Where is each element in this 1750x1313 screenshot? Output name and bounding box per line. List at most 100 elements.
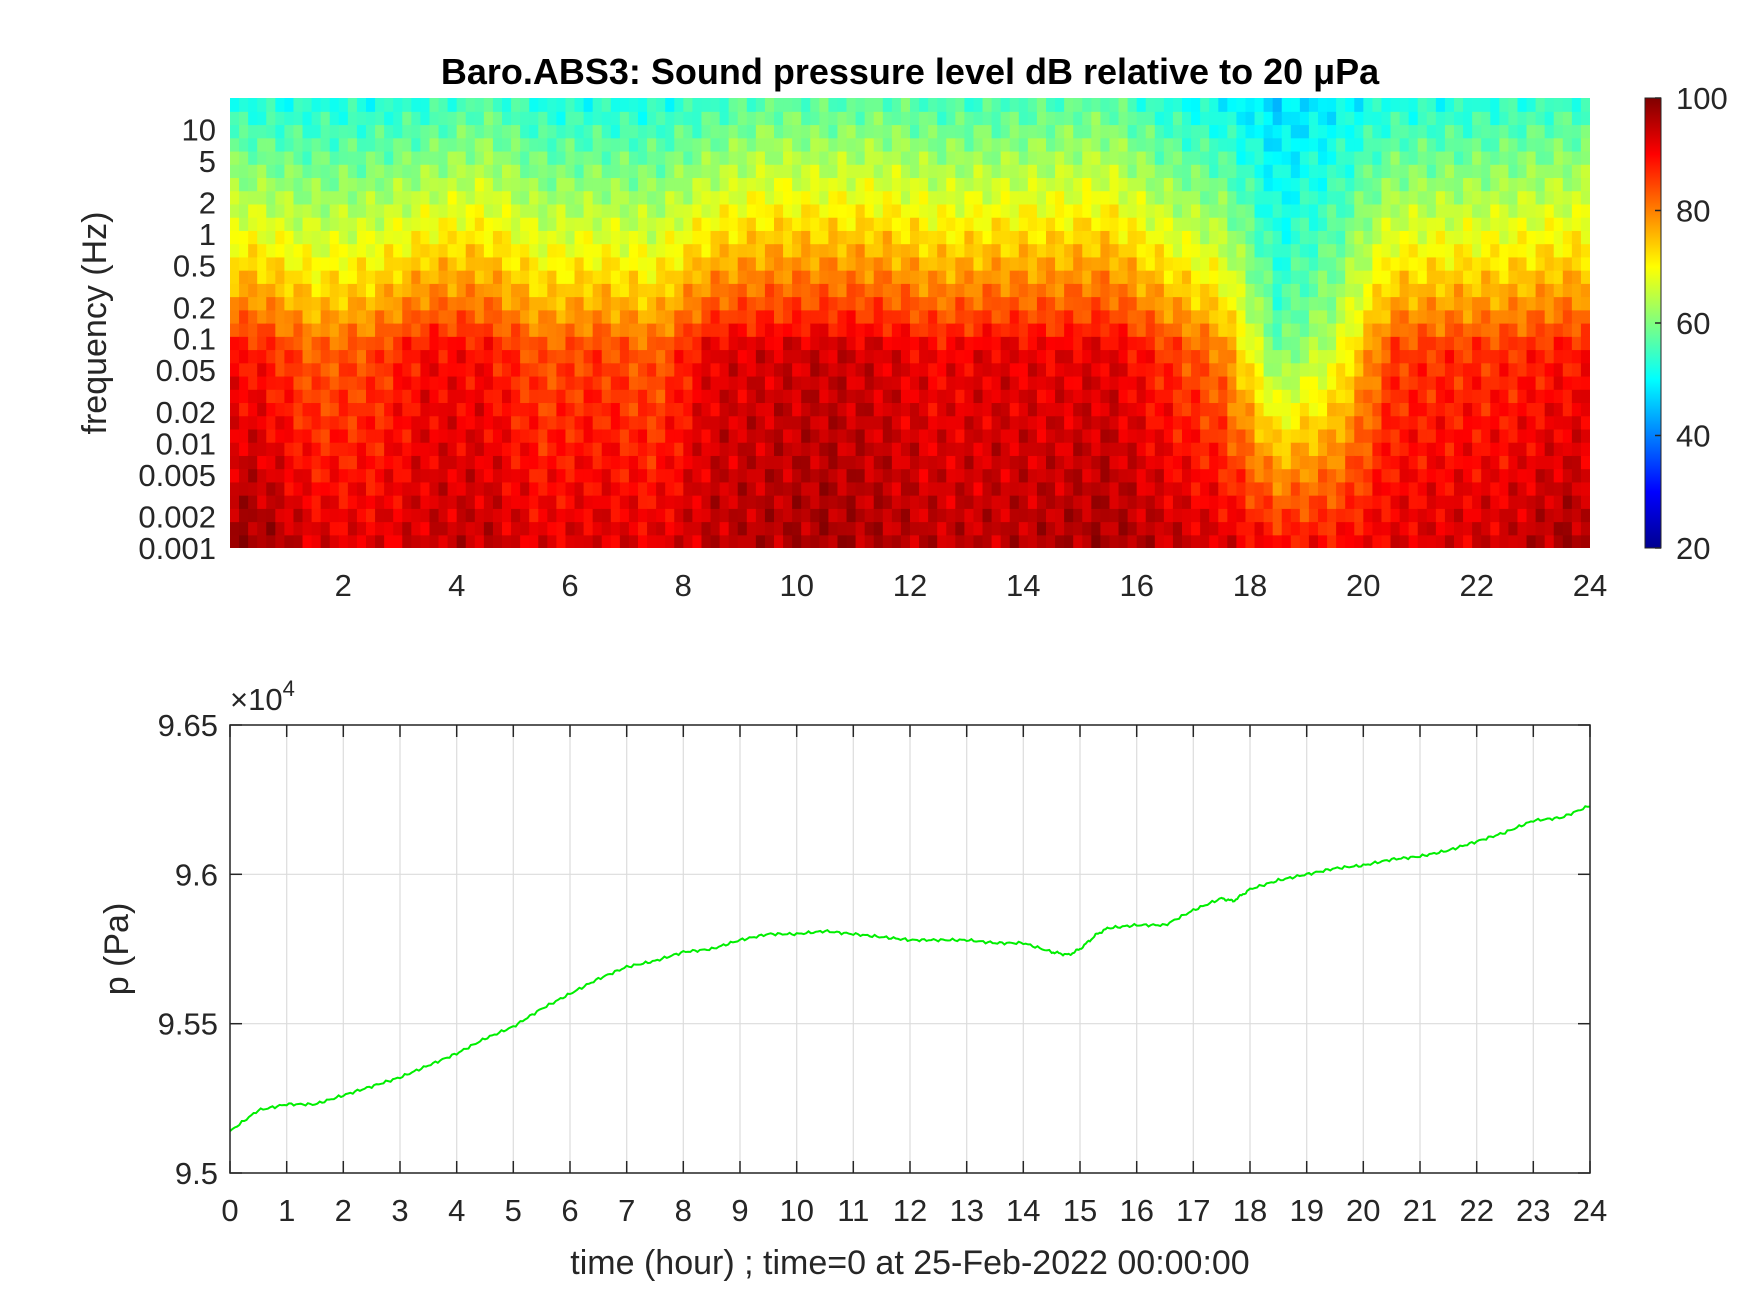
heatmap-cell [719, 230, 730, 245]
heatmap-cell [502, 283, 512, 298]
heatmap-cell [1408, 323, 1419, 337]
heatmap-cell [356, 98, 367, 112]
heatmap-cell [1472, 111, 1482, 126]
heatmap-cell [1544, 323, 1555, 337]
heatmap-cell [837, 442, 848, 456]
heatmap-cell [601, 415, 612, 430]
heatmap-cell [1018, 98, 1029, 112]
heatmap-cell [492, 481, 503, 496]
heatmap-cell [275, 428, 285, 443]
heatmap-cell [320, 349, 331, 364]
heatmap-cell [1490, 349, 1500, 364]
heatmap-cell [1390, 111, 1401, 126]
heatmap-cell [1299, 111, 1310, 126]
heatmap-cell [1036, 415, 1047, 430]
heatmap-cell [1145, 230, 1156, 245]
heatmap-cell [384, 428, 394, 443]
heatmap-cell [628, 521, 639, 536]
heatmap-cell [1109, 362, 1120, 377]
heatmap-cell [1027, 336, 1038, 351]
heatmap-cell [583, 481, 594, 496]
heatmap-cell [919, 362, 929, 377]
heatmap-cell [1490, 415, 1500, 430]
heatmap-cell [1354, 402, 1364, 417]
heatmap-cell [1209, 402, 1219, 417]
heatmap-cell [964, 508, 975, 523]
heatmap-cell [1091, 177, 1101, 192]
heatmap-cell [1435, 230, 1446, 245]
heatmap-cell [1209, 137, 1219, 152]
heatmap-cell [1444, 389, 1455, 404]
heatmap-cell [1055, 468, 1065, 483]
heatmap-cell [438, 150, 449, 165]
heatmap-cell [574, 323, 585, 337]
heatmap-cell [837, 534, 848, 548]
heatmap-cell [801, 442, 811, 456]
heatmap-cell [864, 455, 875, 470]
heatmap-cell [1091, 256, 1101, 271]
heatmap-cell [248, 468, 258, 483]
heatmap-cell [1318, 164, 1328, 179]
heatmap-cell [520, 111, 530, 126]
heatmap-cell [230, 190, 240, 205]
heatmap-cell [882, 111, 893, 126]
heatmap-cell [991, 375, 1002, 390]
heatmap-cell [882, 230, 893, 245]
heatmap-cell [910, 323, 920, 337]
heatmap-cell [1263, 283, 1274, 298]
heatmap-cell [1263, 468, 1274, 483]
heatmap-cell [547, 468, 557, 483]
heatmap-cell [538, 283, 548, 298]
heatmap-cell [1073, 455, 1083, 470]
heatmap-cell [1182, 521, 1192, 536]
heatmap-cell [492, 336, 503, 351]
heatmap-cell [864, 230, 875, 245]
heatmap-cell [1073, 177, 1083, 192]
heatmap-cell [955, 256, 965, 271]
heatmap-cell [864, 111, 875, 126]
heatmap-cell [1073, 495, 1083, 509]
heatmap-cell [1526, 190, 1537, 205]
heatmap-cell [1218, 164, 1228, 179]
heatmap-cell [429, 508, 440, 523]
heatmap-cell [1136, 164, 1147, 179]
heatmap-cell [529, 375, 539, 390]
heatmap-cell [356, 283, 367, 298]
heatmap-cell [837, 124, 848, 139]
heatmap-cell [619, 442, 630, 456]
heatmap-cell [1372, 534, 1383, 548]
heatmap-cell [837, 428, 848, 443]
heatmap-cell [1263, 203, 1274, 218]
heatmap-cell [1481, 442, 1491, 456]
heatmap-cell [1127, 521, 1138, 536]
heatmap-cell [728, 521, 739, 536]
heatmap-cell [737, 521, 748, 536]
heatmap-cell [275, 455, 285, 470]
heatmap-cell [1145, 455, 1156, 470]
heatmap-cell [619, 481, 630, 496]
heatmap-cell [755, 442, 766, 456]
heatmap-cell [964, 164, 975, 179]
heatmap-cell [701, 402, 712, 417]
heatmap-cell [1553, 309, 1564, 324]
heatmap-cell [1055, 442, 1065, 456]
heatmap-cell [1118, 283, 1129, 298]
heatmap-cell [1526, 217, 1537, 231]
heatmap-cell [792, 323, 802, 337]
heatmap-cell [492, 150, 503, 165]
heatmap-cell [1372, 190, 1383, 205]
heatmap-cell [647, 428, 657, 443]
heatmap-cell [1526, 349, 1537, 364]
heatmap-cell [1535, 190, 1546, 205]
heatmap-cell [1544, 455, 1555, 470]
heatmap-cell [701, 428, 712, 443]
heatmap-cell [964, 177, 975, 192]
heatmap-cell [610, 415, 621, 430]
heatmap-cell [1318, 415, 1328, 430]
heatmap-cell [1118, 217, 1129, 231]
heatmap-cell [1336, 230, 1346, 245]
heatmap-cell [900, 243, 911, 258]
heatmap-cell [1209, 150, 1219, 165]
heatmap-cell [991, 256, 1002, 271]
heatmap-cell [366, 468, 376, 483]
